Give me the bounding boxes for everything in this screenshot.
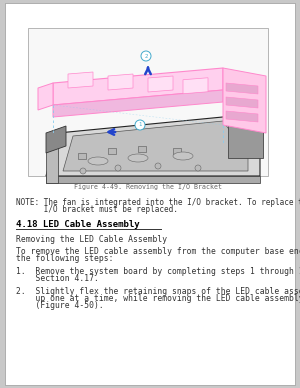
Polygon shape (46, 116, 260, 176)
Text: Section 4.17.: Section 4.17. (16, 274, 99, 283)
Circle shape (195, 165, 201, 171)
Text: the following steps:: the following steps: (16, 254, 113, 263)
Polygon shape (63, 121, 248, 171)
Text: (Figure 4-50).: (Figure 4-50). (16, 301, 104, 310)
Circle shape (155, 163, 161, 169)
Ellipse shape (173, 152, 193, 160)
Circle shape (135, 120, 145, 130)
Bar (28, 28, 268, 176)
Bar (138, 146, 146, 152)
Text: 1.  Remove the system board by completing steps 1 through 17 in: 1. Remove the system board by completing… (16, 267, 300, 276)
Polygon shape (226, 83, 258, 94)
Polygon shape (46, 126, 66, 153)
Text: I/O bracket must be replaced.: I/O bracket must be replaced. (16, 205, 178, 214)
Bar (173, 148, 181, 154)
Polygon shape (46, 176, 260, 183)
Polygon shape (223, 68, 266, 133)
Circle shape (115, 165, 121, 171)
Circle shape (80, 168, 86, 174)
Polygon shape (228, 118, 263, 158)
Polygon shape (38, 83, 53, 110)
Text: up one at a time, while removing the LED cable assembly [2]: up one at a time, while removing the LED… (16, 294, 300, 303)
Polygon shape (108, 74, 133, 90)
Polygon shape (53, 90, 223, 117)
Bar (108, 148, 116, 154)
Ellipse shape (128, 154, 148, 162)
Polygon shape (148, 76, 173, 92)
Text: To remove the LED cable assembly from the computer base enclosure, complete: To remove the LED cable assembly from th… (16, 247, 300, 256)
Text: 2: 2 (144, 54, 148, 59)
Text: Figure 4-49. Removing the I/O Bracket: Figure 4-49. Removing the I/O Bracket (74, 184, 222, 190)
Text: Removing the LED Cable Assembly: Removing the LED Cable Assembly (16, 235, 167, 244)
Text: 4.18 LED Cable Assembly: 4.18 LED Cable Assembly (16, 220, 140, 229)
Polygon shape (53, 68, 223, 105)
Text: NOTE: The fan is integrated into the I/O bracket. To replace the fan, the: NOTE: The fan is integrated into the I/O… (16, 198, 300, 207)
Polygon shape (46, 133, 58, 183)
Ellipse shape (88, 157, 108, 165)
Text: 2.  Slightly flex the retaining snaps of the LED cable assembly bracket [1]: 2. Slightly flex the retaining snaps of … (16, 287, 300, 296)
Polygon shape (226, 97, 258, 108)
Text: 1: 1 (138, 123, 142, 128)
Polygon shape (183, 78, 208, 94)
Circle shape (141, 51, 151, 61)
Bar (78, 153, 86, 159)
Polygon shape (68, 72, 93, 88)
Polygon shape (226, 111, 258, 122)
